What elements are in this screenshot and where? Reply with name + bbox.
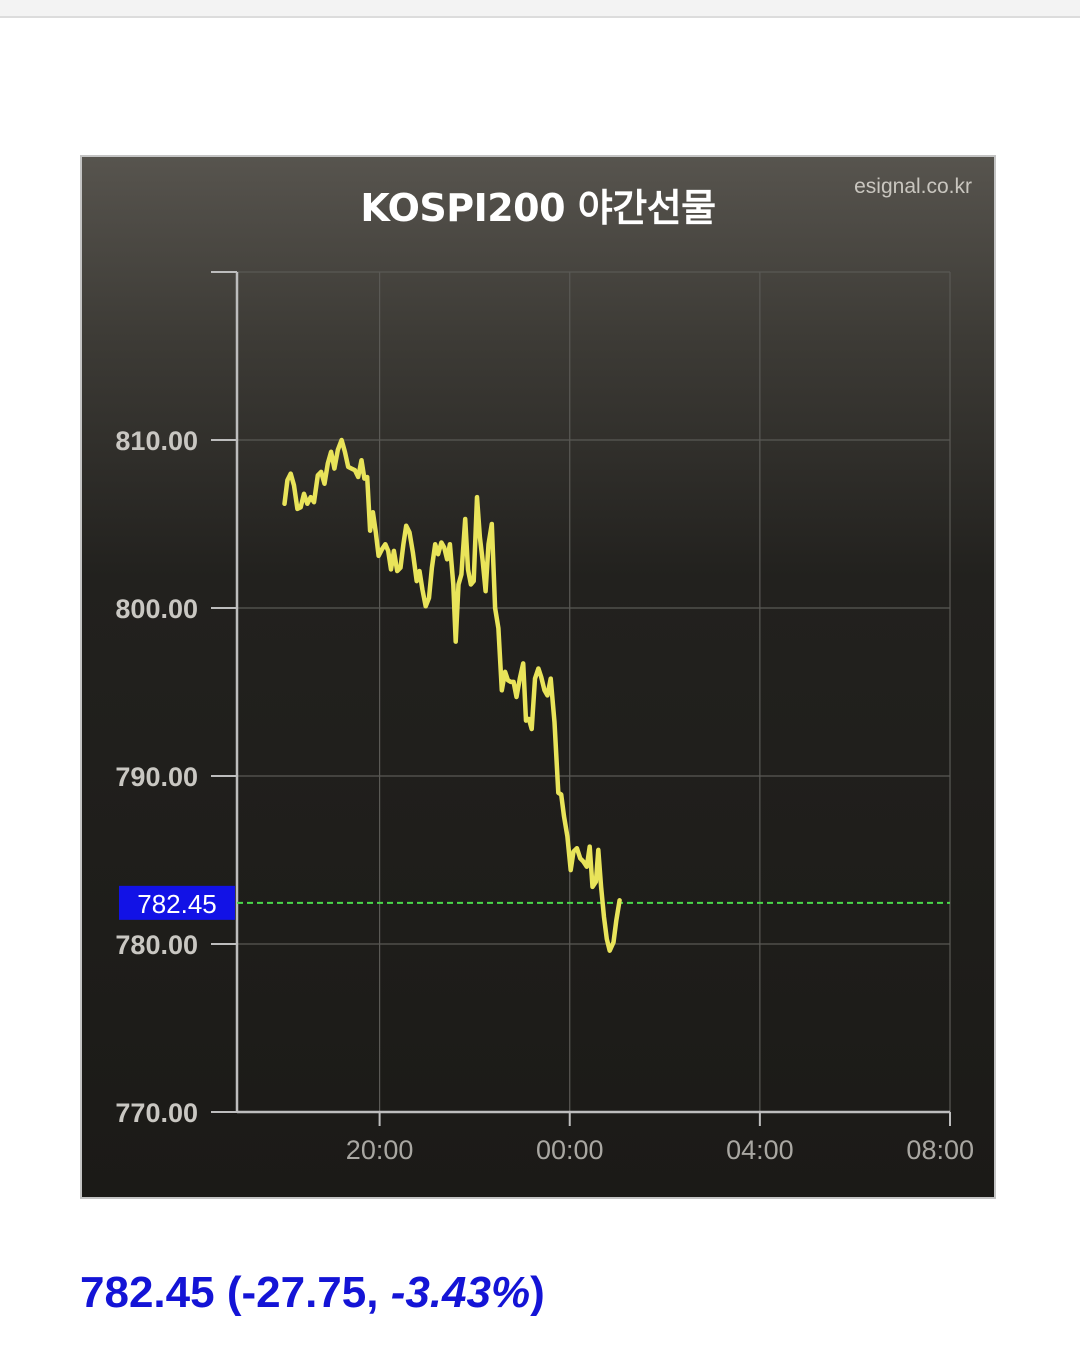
y-tick-label: 770.00 (115, 1098, 198, 1128)
summary-close-paren: ) (530, 1268, 545, 1317)
top-status-strip (0, 0, 1080, 18)
x-tick-label: 20:00 (346, 1135, 414, 1165)
y-tick-label: 810.00 (115, 426, 198, 456)
summary-price: 782.45 (80, 1268, 215, 1317)
x-tick-label: 04:00 (726, 1135, 794, 1165)
price-series-line (282, 437, 622, 953)
x-tick-label: 08:00 (906, 1135, 974, 1165)
summary-change-pct: -3.43% (390, 1268, 531, 1317)
summary-separator: , (366, 1268, 391, 1317)
y-tick-label: 780.00 (115, 930, 198, 960)
summary-change: -27.75 (241, 1268, 367, 1317)
current-price-badge (119, 885, 235, 920)
x-tick-label: 00:00 (536, 1135, 604, 1165)
y-tick-label: 800.00 (115, 594, 198, 624)
price-chart: 770.00 780.00 790.00 800.00 810.00 20:00 00:00… (115, 271, 974, 1165)
chart-title: KOSPI200 야간선물 (360, 186, 716, 230)
y-tick-label: 790.00 (115, 762, 198, 792)
current-price-badge-label: 782.45 (137, 889, 217, 919)
chart-panel: KOSPI200 야간선물 esignal.co.kr 770.00 780.00… (80, 155, 996, 1199)
summary-open-paren: ( (226, 1268, 242, 1317)
price-summary: 782.45 (-27.75, -3.43%) (80, 1268, 545, 1318)
source-label: esignal.co.kr (854, 175, 972, 198)
